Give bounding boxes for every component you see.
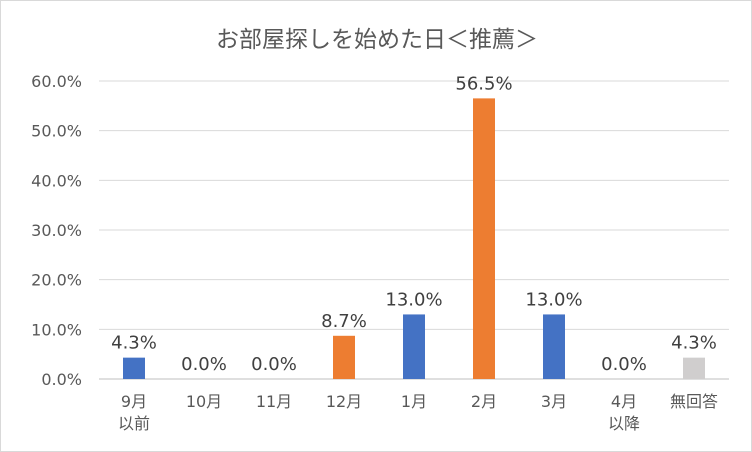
bar: [473, 98, 495, 379]
x-tick-label: 4月以降: [608, 392, 640, 433]
data-labels: 4.3% 0.0% 0.0% 8.7% 13.0% 56.5% 13.0% 0.0% 4.3%: [111, 73, 717, 375]
y-tick-label: 50.0%: [31, 122, 82, 141]
data-label: 56.5%: [455, 73, 512, 94]
x-tick-label: 11月: [256, 392, 292, 411]
data-label: 8.7%: [321, 311, 367, 332]
x-tick-label: 12月: [326, 392, 362, 411]
chart-title: お部屋探しを始めた日＜推薦＞: [216, 27, 538, 53]
bar: [543, 314, 565, 379]
x-tick-label: 10月: [186, 392, 222, 411]
y-tick-label: 40.0%: [31, 171, 82, 190]
data-label: 0.0%: [601, 354, 647, 375]
bar: [333, 335, 355, 379]
data-label: 13.0%: [385, 289, 442, 310]
bar: [123, 357, 145, 379]
data-label: 0.0%: [181, 354, 227, 375]
x-tick-label: 無回答: [670, 392, 718, 411]
x-axis-ticks: 9月以前 10月 11月 12月 1月 2月 3月 4月以降 無回答: [118, 392, 718, 433]
x-tick-label: 9月以前: [118, 392, 150, 433]
bar: [403, 314, 425, 379]
y-axis-ticks: 0.0% 10.0% 20.0% 30.0% 40.0% 50.0% 60.0%: [31, 72, 82, 389]
y-tick-label: 20.0%: [31, 271, 82, 290]
data-label: 0.0%: [251, 354, 297, 375]
gridlines: [99, 80, 729, 380]
y-tick-label: 10.0%: [31, 320, 82, 339]
data-label: 4.3%: [111, 333, 157, 354]
bars: [123, 98, 705, 379]
x-tick-label: 1月: [401, 392, 427, 411]
x-tick-label: 2月: [471, 392, 497, 411]
x-tick-label: 3月: [541, 392, 567, 411]
y-tick-label: 60.0%: [31, 72, 82, 91]
data-label: 4.3%: [671, 333, 717, 354]
y-tick-label: 0.0%: [41, 370, 82, 389]
data-label: 13.0%: [525, 289, 582, 310]
bar: [683, 357, 705, 379]
y-tick-label: 30.0%: [31, 221, 82, 240]
